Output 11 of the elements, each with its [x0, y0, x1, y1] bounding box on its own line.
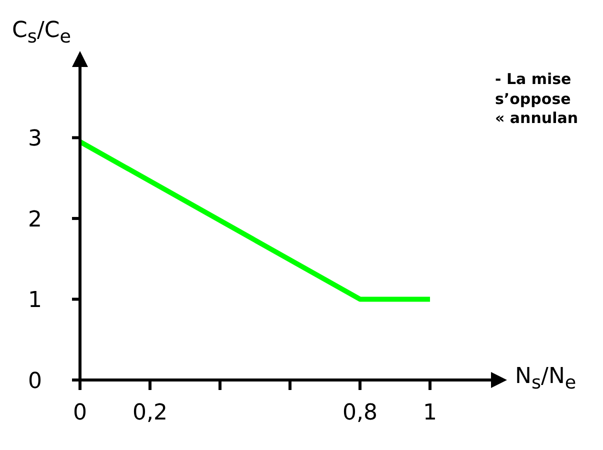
y-tick-label: 1: [28, 288, 42, 314]
x-axis-title: N$_{s}$/N$_{e}$: [515, 364, 576, 394]
y-tick-label: 3: [28, 126, 42, 152]
x-tick-label: 0: [73, 400, 87, 426]
text: - La mise s’oppose « annulan: [495, 70, 578, 128]
y-tick-label: 2: [28, 207, 42, 232]
x-tick-label: 0,2: [132, 400, 168, 426]
x-tick-label: 0,8: [342, 400, 378, 426]
y-tick-label: 0: [28, 368, 42, 394]
x-tick-label: 1: [423, 400, 437, 426]
y-axis-title: C$_{s}$/C$_{e}$: [12, 18, 71, 48]
